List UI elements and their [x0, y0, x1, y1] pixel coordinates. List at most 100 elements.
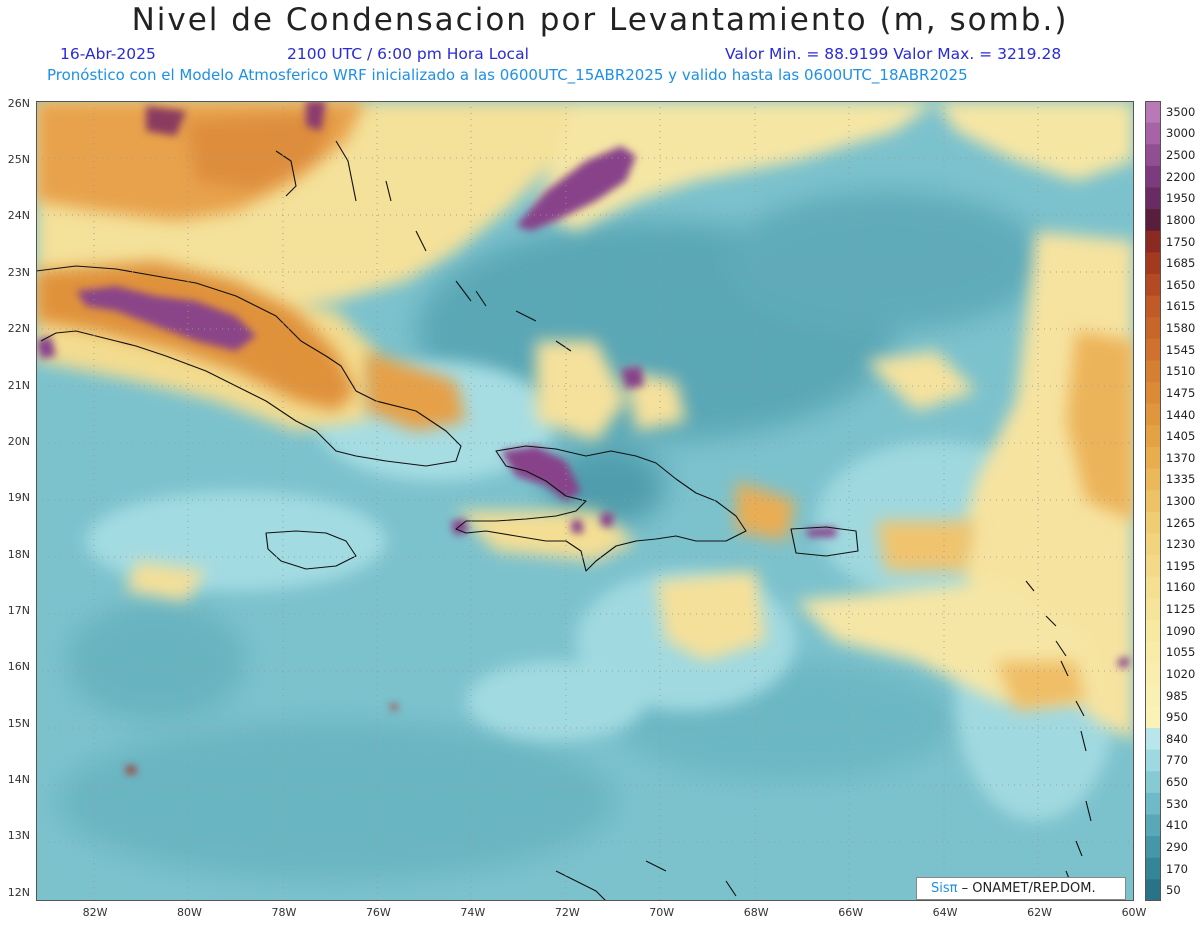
lat-label-15N: 15N: [7, 716, 30, 730]
colorbar-label: 1265: [1166, 515, 1196, 530]
colorbar-swatch: [1145, 122, 1161, 145]
colorbar-frame: [1145, 101, 1161, 901]
colorbar-swatch: [1145, 555, 1161, 578]
colorbar-label: 410: [1166, 818, 1188, 833]
colorbar-label: 530: [1166, 796, 1188, 811]
puerto-rico-coast: [790, 526, 859, 557]
colorbar-label: 1615: [1166, 299, 1196, 314]
colorbar-swatch: [1145, 360, 1161, 383]
lat-label-25N: 25N: [7, 153, 30, 167]
colorbar-label: 1335: [1166, 472, 1196, 487]
lon-label-82W: 82W: [82, 906, 108, 919]
credit-brand: Sisπ: [931, 881, 958, 896]
colorbar-swatch: [1145, 706, 1161, 729]
colorbar-swatch: [1145, 619, 1161, 643]
colorbar-swatch: [1145, 879, 1161, 901]
lat-label-21N: 21N: [7, 378, 30, 392]
colorbar-label: 1055: [1166, 645, 1196, 660]
lat-label-16N: 16N: [7, 660, 30, 674]
colorbar-swatch: [1145, 446, 1161, 470]
colorbar-swatch: [1145, 490, 1161, 513]
colorbar-label: 650: [1166, 775, 1188, 790]
lat-label-20N: 20N: [7, 434, 30, 448]
forecast-date: 16-Abr-2025: [60, 45, 156, 63]
lon-label-80W: 80W: [177, 906, 202, 919]
colorbar-swatch: [1145, 187, 1161, 210]
lat-label-23N: 23N: [7, 265, 30, 279]
colorbar-label: 770: [1166, 753, 1188, 768]
colorbar-swatch: [1145, 230, 1161, 253]
colorbar-swatch: [1145, 641, 1161, 664]
bahamas-coast: [275, 140, 572, 352]
colorbar-swatch: [1145, 425, 1161, 448]
colorbar-swatch: [1145, 533, 1161, 556]
colorbar-swatch: [1145, 814, 1161, 837]
lat-label-19N: 19N: [7, 491, 30, 505]
lon-label-70W: 70W: [649, 906, 675, 919]
lon-label-72W: 72W: [554, 906, 580, 919]
colorbar-swatch: [1145, 511, 1161, 534]
lon-label-76W: 76W: [365, 906, 391, 919]
colorbar-swatch: [1145, 792, 1161, 816]
colorbar-swatch: [1145, 382, 1161, 405]
colorbar-swatch: [1145, 576, 1161, 599]
colorbar-label: 1580: [1166, 321, 1196, 336]
colorbar-label: 1020: [1166, 666, 1196, 681]
colorbar-label: 1950: [1166, 191, 1196, 206]
colorbar-label: 1090: [1166, 623, 1196, 638]
lat-label-13N: 13N: [7, 829, 30, 843]
colorbar-label: 1800: [1166, 212, 1196, 227]
colorbar-label: 3500: [1166, 104, 1196, 119]
colorbar-label: 290: [1166, 839, 1188, 854]
colorbar-swatch: [1145, 252, 1161, 275]
colorbar-label: 1475: [1166, 385, 1196, 400]
colorbar-label: 1685: [1166, 256, 1196, 271]
colorbar-label: 840: [1166, 731, 1188, 746]
colorbar-label: 2200: [1166, 169, 1196, 184]
hispaniola-coast: [455, 445, 747, 572]
map-frame: [36, 101, 1134, 901]
colorbar-swatch: [1145, 836, 1161, 859]
colorbar-swatch: [1145, 663, 1161, 686]
colorbar: [1145, 101, 1161, 901]
lat-label-18N: 18N: [7, 547, 30, 561]
colorbar-label: 1440: [1166, 407, 1196, 422]
colorbar-swatch: [1145, 338, 1161, 361]
lat-label-22N: 22N: [7, 322, 30, 336]
jamaica-coast: [265, 530, 357, 570]
gridlines: [36, 101, 1134, 901]
value-range: Valor Min. = 88.9199 Valor Max. = 3219.2…: [725, 45, 1062, 63]
colorbar-label: 1195: [1166, 558, 1196, 573]
forecast-time: 2100 UTC / 6:00 pm Hora Local: [287, 45, 529, 63]
colorbar-label: 2500: [1166, 148, 1196, 163]
colorbar-label: 1160: [1166, 580, 1196, 595]
lat-label-24N: 24N: [7, 209, 30, 223]
moderate-lcl-zones: [36, 101, 1134, 741]
lat-label-17N: 17N: [7, 603, 30, 617]
colorbar-swatch: [1145, 598, 1161, 621]
colorbar-swatch: [1145, 771, 1161, 794]
colorbar-swatch: [1145, 857, 1161, 880]
colorbar-label: 1370: [1166, 450, 1196, 465]
credit-org: – ONAMET/REP.DOM.: [961, 881, 1096, 896]
lat-label-14N: 14N: [7, 772, 30, 786]
colorbar-label: 1510: [1166, 364, 1196, 379]
very-high-lcl-zones: [36, 101, 1130, 774]
lon-label-78W: 78W: [271, 906, 297, 919]
model-info: Pronóstico con el Modelo Atmosferico WRF…: [47, 66, 968, 84]
colorbar-label: 1125: [1166, 602, 1196, 617]
map-title: Nivel de Condensacion por Levantamiento …: [131, 2, 1069, 38]
colorbar-swatch: [1145, 295, 1161, 318]
lon-label-60W: 60W: [1121, 906, 1147, 919]
colorbar-swatch: [1145, 209, 1161, 232]
credit-box: Sisπ – ONAMET/REP.DOM.: [916, 877, 1126, 900]
colorbar-label: 3000: [1166, 126, 1196, 141]
colorbar-swatch: [1145, 273, 1161, 297]
lon-label-64W: 64W: [932, 906, 958, 919]
lon-label-62W: 62W: [1027, 906, 1052, 919]
colorbar-label: 170: [1166, 861, 1188, 876]
colorbar-swatch: [1145, 403, 1161, 426]
colorbar-label: 950: [1166, 710, 1188, 725]
lon-label-66W: 66W: [838, 906, 864, 919]
